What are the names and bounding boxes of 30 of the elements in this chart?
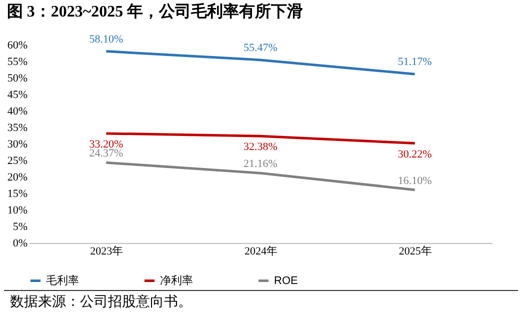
data-label: 32.38% [244,141,278,154]
legend-label: ROE [274,274,298,287]
y-tick-label: 25% [7,155,28,167]
y-tick-label: 60% [7,40,28,52]
y-tick-label: 35% [7,122,28,134]
y-tick-label: 30% [7,138,28,150]
x-tick-label: 2025年 [398,246,432,258]
x-tick-label: 2024年 [244,246,278,258]
data-label: 21.16% [244,158,278,170]
y-tick-label: 5% [12,221,28,233]
y-tick-label: 15% [7,188,28,200]
data-label: 30.22% [398,148,432,160]
data-label: 55.47% [244,42,278,54]
x-tick-label: 2023年 [90,246,124,258]
data-label: 58.10% [89,33,124,46]
source-note: 数据来源：公司招股意向书。 [4,290,518,313]
data-label: 24.37% [89,148,124,160]
y-tick-label: 0% [12,238,28,250]
y-tick-label: 20% [7,172,28,184]
y-tick-label: 45% [7,89,28,101]
y-tick-label: 55% [7,56,28,68]
y-tick-label: 10% [7,204,28,216]
data-label: 51.17% [398,56,432,68]
y-tick-label: 50% [7,72,28,84]
legend-label: 净利率 [160,274,193,287]
legend-label: 毛利率 [46,274,79,287]
data-label: 16.10% [398,174,432,187]
chart-title: 图 3：2023~2025 年，公司毛利率有所下滑 [6,1,304,20]
data-label: 33.20% [89,138,124,150]
y-tick-label: 40% [7,106,28,118]
